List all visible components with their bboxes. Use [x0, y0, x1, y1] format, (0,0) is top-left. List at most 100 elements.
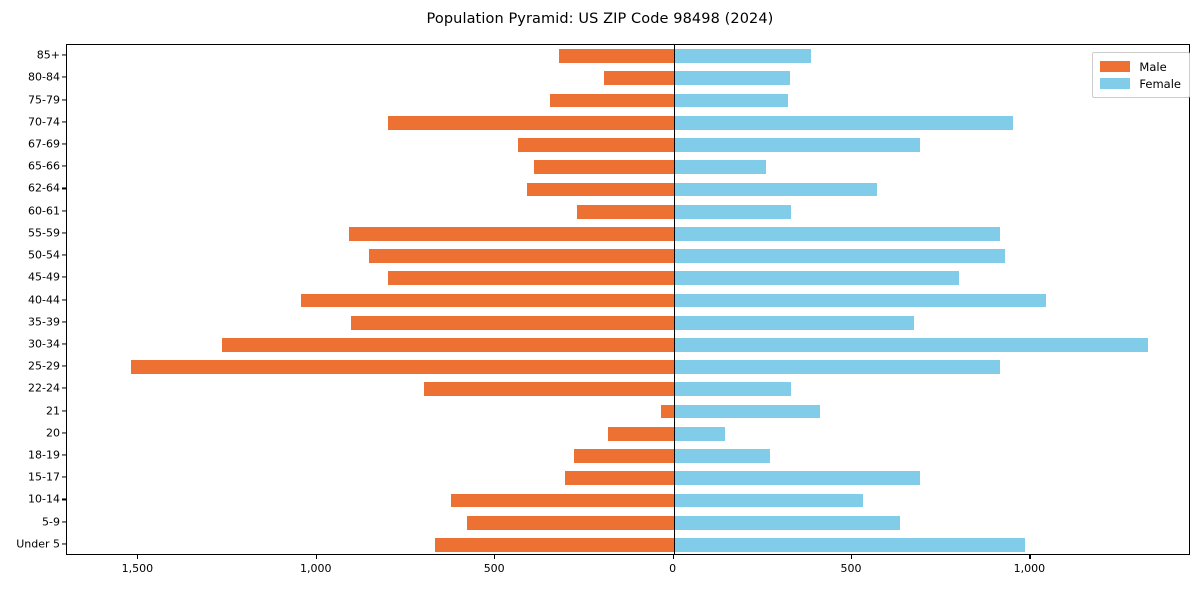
bar-row: [67, 71, 1189, 86]
bar-male: [388, 271, 674, 286]
bar-row: [67, 404, 1189, 419]
bar-row: [67, 382, 1189, 397]
bar-female: [673, 515, 901, 530]
y-tick-label: 21: [46, 404, 60, 418]
bar-female: [673, 249, 1006, 263]
legend-label: Male: [1139, 59, 1167, 74]
x-axis: 1,500 1,000 500 0 500 1,000: [66, 555, 1190, 595]
bar-male: [466, 515, 674, 530]
y-tick-label: 40-44: [28, 293, 60, 306]
bar-row: [67, 493, 1189, 508]
bar-female: [673, 138, 920, 152]
y-tick-label: 55-59: [28, 226, 60, 240]
x-tick-label: 500: [840, 562, 862, 575]
y-tick-mark: [62, 343, 66, 345]
x-tick-mark: [672, 555, 674, 559]
y-tick-mark: [62, 143, 66, 145]
x-tick-label: 1,000: [1013, 562, 1046, 575]
bar-male: [450, 493, 674, 508]
y-tick-label: 85+: [36, 48, 60, 62]
bar-female: [673, 449, 770, 463]
bar-female: [673, 49, 811, 63]
bar-row: [67, 293, 1189, 308]
y-tick-mark: [62, 165, 66, 167]
bar-row: [67, 538, 1189, 552]
bar-male: [350, 315, 674, 330]
bar-male: [423, 382, 674, 397]
bar-female: [673, 360, 1001, 375]
bar-female: [673, 338, 1149, 352]
y-tick-label: 20: [46, 426, 60, 440]
bar-female: [673, 315, 915, 330]
y-tick-mark: [62, 276, 66, 278]
bar-female: [673, 71, 790, 86]
y-tick-label: 35-39: [28, 315, 60, 329]
y-tick-mark: [62, 365, 66, 367]
legend-entry-female[interactable]: Female: [1100, 75, 1181, 92]
y-tick-mark: [62, 387, 66, 389]
bar-row: [67, 449, 1189, 463]
bar-female: [673, 182, 877, 197]
y-tick-label: 45-49: [28, 270, 60, 284]
bar-female: [673, 115, 1013, 130]
y-tick-label: 25-29: [28, 359, 60, 373]
bar-row: [67, 115, 1189, 130]
bar-row: [67, 138, 1189, 152]
bar-row: [67, 160, 1189, 175]
bar-male: [348, 226, 674, 241]
bar-row: [67, 182, 1189, 197]
chart-title: Population Pyramid: US ZIP Code 98498 (2…: [426, 11, 774, 27]
y-tick-label: 50-54: [28, 248, 60, 262]
bar-female: [673, 426, 726, 441]
y-tick-mark: [62, 521, 66, 523]
bar-row: [67, 515, 1189, 530]
y-tick-mark: [62, 432, 66, 434]
y-tick-label: 80-84: [28, 70, 60, 84]
x-tick-label: 1,500: [121, 562, 154, 575]
y-tick-mark: [62, 121, 66, 123]
y-tick-mark: [62, 210, 66, 212]
bar-row: [67, 49, 1189, 63]
bar-row: [67, 426, 1189, 441]
x-tick-mark: [315, 555, 317, 559]
y-tick-mark: [62, 543, 66, 545]
x-tick-label: 1,000: [300, 562, 332, 575]
bar-row: [67, 315, 1189, 330]
x-tick-mark: [137, 555, 139, 559]
y-tick-label: 67-69: [28, 137, 60, 151]
bar-male: [518, 138, 674, 152]
bars-layer: [67, 45, 1189, 554]
bar-male: [577, 204, 674, 219]
y-tick-label: 15-17: [28, 470, 60, 484]
bar-row: [67, 271, 1189, 286]
y-tick-label: 30-34: [28, 337, 60, 351]
bar-male: [661, 404, 674, 419]
y-tick-mark: [62, 498, 66, 500]
y-tick-label: 5-9: [42, 515, 60, 529]
bar-female: [673, 382, 792, 397]
bar-female: [673, 538, 1026, 552]
y-tick-label: 18-19: [28, 448, 60, 462]
bar-male: [559, 49, 674, 63]
bar-female: [673, 293, 1047, 308]
y-tick-mark: [62, 254, 66, 256]
x-tick-mark: [1029, 555, 1031, 559]
legend-label: Female: [1139, 76, 1181, 91]
bar-row: [67, 338, 1189, 352]
bar-female: [673, 204, 792, 219]
bar-female: [673, 160, 767, 175]
bar-male: [527, 182, 674, 197]
y-tick-mark: [62, 187, 66, 189]
bar-row: [67, 226, 1189, 241]
bar-male: [434, 538, 674, 552]
bar-row: [67, 204, 1189, 219]
bar-female: [673, 93, 788, 108]
x-tick-label: 0: [669, 562, 677, 575]
y-tick-mark: [62, 54, 66, 56]
legend-entry-male[interactable]: Male: [1100, 58, 1181, 75]
bar-male: [222, 338, 674, 352]
y-axis: 85+ 80-84 75-79 70-74 67-69 65-66 62-64 60-61 55…: [0, 44, 66, 555]
y-tick-label: 10-14: [28, 492, 60, 506]
bar-male: [534, 160, 674, 175]
